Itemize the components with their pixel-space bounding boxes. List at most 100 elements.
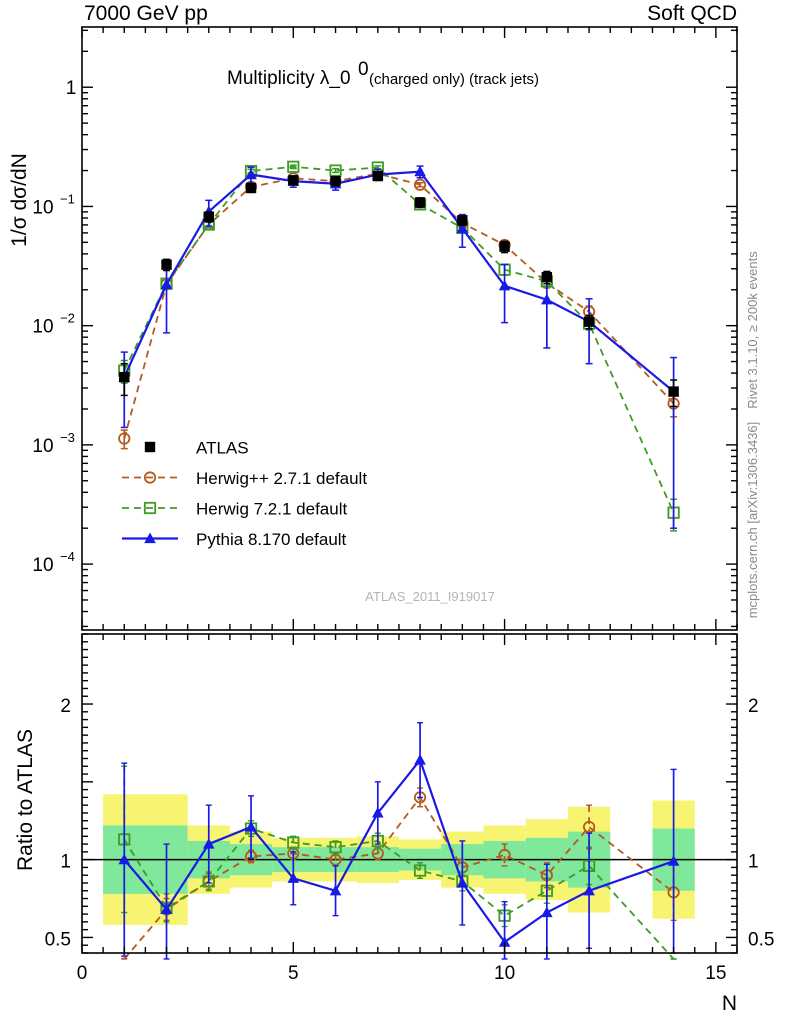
legend-item[interactable]: Herwig++ 2.7.1 default (122, 469, 367, 488)
ratio-data-point (498, 848, 511, 862)
ratio-data-point (329, 841, 342, 854)
plot-title-suffix: (charged only) (track jets) (369, 71, 539, 88)
data-point (456, 222, 469, 233)
data-point (119, 371, 130, 383)
ratio-data-point (413, 864, 427, 877)
y-tick-exponent: −3 (60, 430, 75, 445)
ratio-data-point (202, 838, 215, 849)
y-tick-label: 1 (66, 78, 77, 99)
ratio-data-point (456, 876, 469, 888)
ratio-x-ticks (81, 634, 738, 953)
y-tick-label: 10 (32, 317, 53, 338)
legend-item[interactable]: Pythia 8.170 default (122, 530, 347, 549)
data-point (203, 211, 214, 222)
y-axis-label-main: 1/σ dσ/dN (8, 153, 31, 247)
ratio-y-tick-labels: 2 2 1 1 0.5 0.5 (45, 696, 775, 950)
ratio-data-point (287, 836, 300, 849)
ratio-y-ticks (82, 633, 737, 954)
y-tick-label: 10 (32, 555, 53, 576)
plot-title-superscript: 0 (358, 59, 369, 80)
x-tick-label: 0 (77, 963, 88, 984)
x-tick-label: 15 (705, 963, 726, 984)
legend-label: Herwig 7.2.1 default (196, 500, 347, 519)
ratio-data-point (160, 903, 173, 915)
main-plot-panel: 1 10 −1 10 −2 10 −3 10 −4 (32, 26, 738, 631)
data-point (414, 197, 426, 208)
y-tick-label: 10 (32, 197, 53, 218)
data-point (118, 432, 131, 445)
y-tick-exponent: −4 (60, 549, 75, 564)
axis-labels: 1/σ dσ/dN Ratio to ATLAS N Rivet 3.1.10,… (8, 153, 760, 1015)
ratio-data-point (118, 853, 131, 865)
y-tick-exponent: −2 (60, 311, 75, 326)
data-point (498, 279, 511, 291)
legend-marker (144, 441, 156, 453)
main-y-ticks (82, 29, 737, 628)
ratio-y-tick-label-right: 2 (748, 696, 759, 717)
side-label-rivet: Rivet 3.1.10, ≥ 200k events (745, 251, 760, 409)
data-point (583, 316, 595, 327)
ratio-y-tick-label-right: 0.5 (748, 929, 774, 950)
ratio-data-point (329, 853, 342, 866)
main-panel-frame (81, 26, 738, 631)
legend-marker (143, 501, 157, 515)
data-point (160, 278, 173, 289)
legend-marker (143, 471, 157, 484)
watermark-label: ATLAS_2011_I919017 (365, 589, 495, 604)
ratio-data-point (329, 884, 342, 896)
ratio-data-point (583, 884, 595, 896)
data-point (245, 168, 257, 180)
legend: ATLAS Herwig++ 2.7.1 default Herwig 7.2.1 … (122, 439, 367, 549)
data-point (288, 175, 299, 186)
main-x-ticks (81, 27, 738, 630)
ratio-y-tick-label: 1 (60, 852, 71, 873)
legend-label: ATLAS (196, 439, 249, 458)
data-point (413, 178, 427, 191)
ratio-data-point (582, 820, 596, 834)
data-point (330, 175, 341, 187)
x-axis-label: N (722, 992, 737, 1015)
legend-label: Pythia 8.170 default (196, 530, 347, 549)
ratio-data-point (414, 754, 426, 765)
data-point (245, 182, 257, 194)
data-point (414, 165, 426, 177)
ratio-data-point (667, 855, 680, 866)
ratio-y-tick-label: 0.5 (45, 929, 71, 950)
header-right-label: Soft QCD (647, 2, 737, 25)
data-point (457, 215, 468, 226)
data-point (668, 386, 679, 397)
x-tick-label: 10 (494, 963, 515, 984)
series-atlas (119, 170, 679, 408)
y-tick-label: 10 (32, 436, 53, 457)
ratio-y-tick-label-right: 1 (748, 852, 759, 873)
y-axis-label-ratio: Ratio to ATLAS (14, 729, 37, 871)
plot-title-main: Multiplicity λ_0 (227, 68, 351, 89)
ratio-panel-frame (81, 633, 738, 954)
ratio-data-point (287, 872, 300, 883)
data-point (541, 293, 553, 305)
x-tick-labels: 0 5 10 15 (77, 963, 727, 984)
main-y-tick-labels: 1 10 −1 10 −2 10 −3 10 −4 (32, 78, 76, 576)
ratio-plot-panel: 2 2 1 1 0.5 0.5 0 5 10 15 (45, 633, 775, 984)
data-point (329, 164, 342, 177)
ratio-data-point (245, 820, 257, 832)
y-tick-exponent: −1 (60, 191, 75, 206)
data-point (161, 259, 172, 270)
ratio-data-point (541, 906, 553, 918)
data-point (287, 160, 300, 173)
legend-marker (144, 532, 156, 544)
legend-label: Herwig++ 2.7.1 default (196, 469, 367, 488)
header-left-label: 7000 GeV pp (84, 2, 208, 25)
ratio-data-point (372, 806, 384, 818)
data-point (499, 241, 510, 252)
side-label-mcplots: mcplots.cern.ch [arXiv:1306.3436] (745, 422, 760, 619)
ratio-data-point (498, 936, 511, 947)
x-tick-label: 5 (288, 963, 299, 984)
ratio-y-tick-label: 2 (60, 696, 71, 717)
data-point (541, 271, 553, 283)
plot-title: Multiplicity λ_0 0 (charged only) (track… (227, 59, 539, 89)
legend-item[interactable]: Herwig 7.2.1 default (122, 500, 347, 519)
legend-item[interactable]: ATLAS (144, 439, 249, 458)
